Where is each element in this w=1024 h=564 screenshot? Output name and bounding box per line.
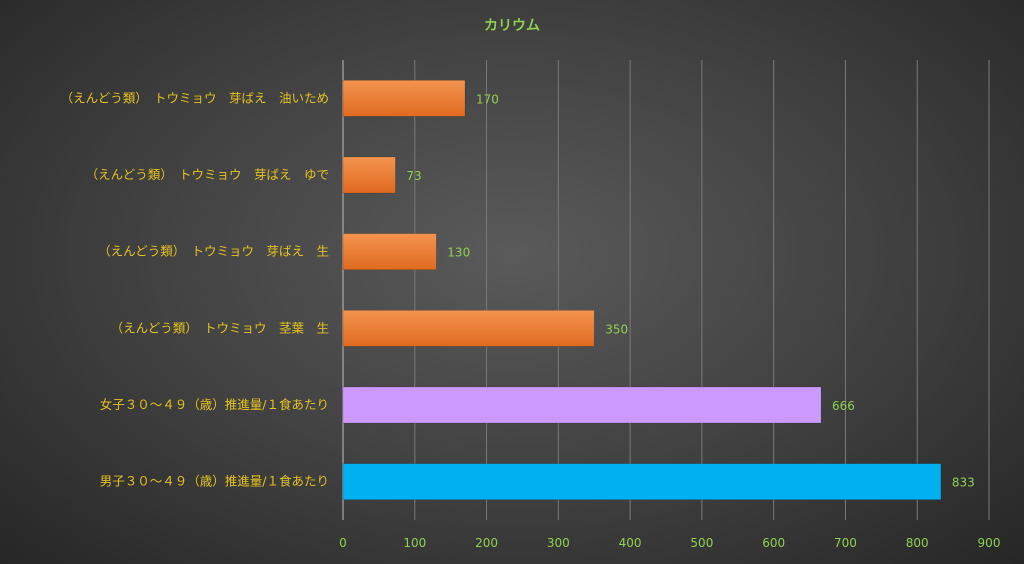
category-labels: （えんどう類） トウミョウ 芽ばえ 油いため （えんどう類） トウミョウ 芽ばえ … <box>61 90 329 488</box>
data-label: 833 <box>952 476 975 490</box>
x-tick-label: 700 <box>834 536 857 550</box>
category-label: 男子３０～４９（歳）推進量/１食あたり <box>100 474 329 489</box>
x-tick-labels: 0 100 200 300 400 500 600 700 800 900 <box>339 536 1000 550</box>
data-labels: 170 73 130 350 666 833 <box>406 92 974 489</box>
x-tick-label: 900 <box>978 536 1001 550</box>
x-tick-label: 600 <box>762 536 785 550</box>
x-tick-label: 300 <box>547 536 570 550</box>
x-tick-label: 200 <box>475 536 498 550</box>
x-tick-label: 800 <box>906 536 929 550</box>
data-label: 73 <box>406 169 421 183</box>
category-label: （えんどう類） トウミョウ 芽ばえ 生 <box>98 244 329 259</box>
data-label: 170 <box>476 92 499 106</box>
data-label: 350 <box>605 322 628 336</box>
chart-title: カリウム <box>484 18 540 34</box>
bar <box>342 386 822 424</box>
bar <box>342 80 466 117</box>
category-label: （えんどう類） トウミョウ 芽ばえ 油いため <box>61 90 329 105</box>
category-label: （えんどう類） トウミョウ 茎葉 生 <box>111 320 329 335</box>
bar <box>342 156 396 194</box>
bar <box>342 233 437 270</box>
data-label: 666 <box>832 399 855 413</box>
x-tick-label: 0 <box>339 536 347 550</box>
category-label: （えんどう類） トウミョウ 芽ばえ ゆで <box>86 167 329 182</box>
x-tick-label: 400 <box>619 536 642 550</box>
x-tick-label: 100 <box>403 536 426 550</box>
x-tick-label: 500 <box>690 536 713 550</box>
category-label: 女子３０～４９（歳）推進量/１食あたり <box>100 397 329 412</box>
bar <box>342 310 595 347</box>
bar <box>342 463 942 500</box>
gridlines <box>342 60 990 520</box>
bars <box>342 80 942 500</box>
data-label: 130 <box>447 246 470 260</box>
